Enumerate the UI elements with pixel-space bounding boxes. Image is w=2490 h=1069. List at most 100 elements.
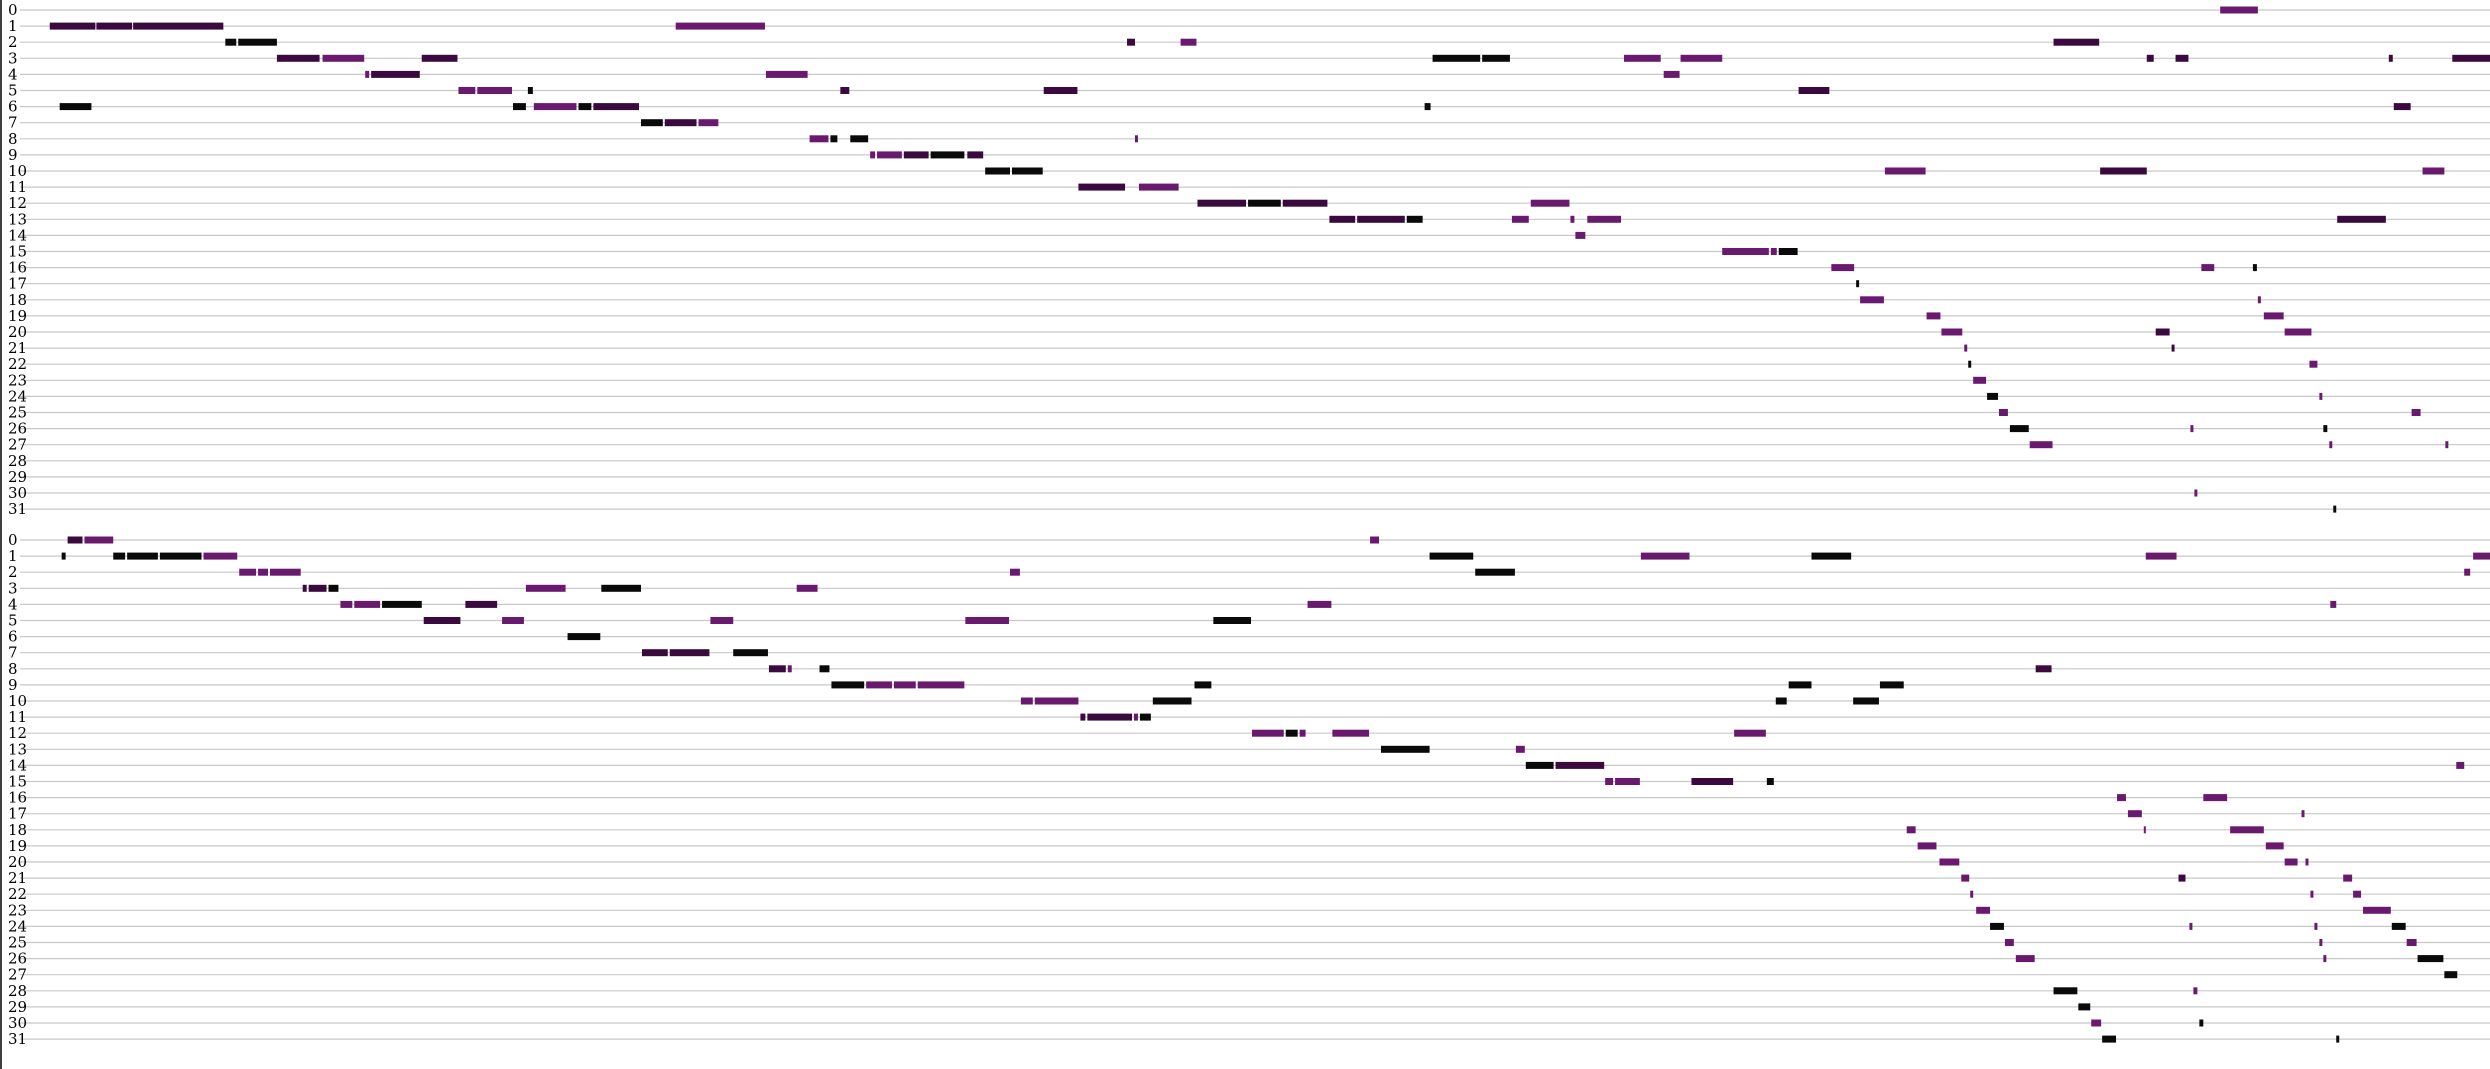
timeline-bar (258, 568, 268, 576)
timeline-bar (1252, 729, 1284, 737)
timeline-bar (967, 151, 984, 159)
timeline-bar (2220, 6, 2258, 14)
timeline-bar (2464, 568, 2471, 576)
timeline-bar (1811, 552, 1852, 560)
timeline-bar (533, 103, 577, 111)
timeline-bar (601, 584, 641, 592)
timeline-bar (1615, 778, 1640, 785)
timeline-bar (1080, 713, 1086, 721)
timeline-bar (2194, 489, 2198, 497)
timeline-bar (1663, 70, 1680, 78)
row-label: 11 (8, 178, 27, 196)
timeline-bar (1020, 697, 1033, 705)
row-label: 19 (8, 837, 27, 855)
timeline-bar (322, 54, 365, 62)
timeline-bar (831, 681, 865, 689)
row-label: 10 (8, 162, 27, 180)
timeline-panel-bottom: 0123456789101112131415161718192021222324… (8, 531, 2490, 1048)
timeline-bar (930, 151, 965, 159)
timeline-bar (2265, 842, 2284, 850)
timeline-bar (1511, 215, 1529, 223)
timeline-bar (2473, 552, 2490, 560)
timeline-bar (1990, 922, 2004, 930)
timeline-bar (866, 681, 892, 689)
timeline-bar (382, 600, 422, 608)
timeline-bar (1680, 54, 1723, 62)
timeline-bar (1906, 826, 1916, 834)
timeline-bar (893, 681, 916, 689)
timeline-bar (465, 600, 498, 608)
row-label: 27 (8, 966, 27, 984)
timeline-bar (2330, 600, 2337, 608)
timeline-bar (1605, 778, 1614, 785)
timeline-bar (1788, 681, 1812, 689)
timeline-bar (1213, 617, 1252, 624)
row-label: 15 (8, 243, 27, 261)
timeline-bar (2252, 264, 2257, 272)
timeline-bar (985, 167, 1010, 175)
row-label: 17 (8, 805, 27, 823)
timeline-bar (1860, 296, 1884, 304)
timeline-bar (640, 119, 663, 127)
timeline-bar (593, 103, 639, 111)
timeline-bar (2171, 344, 2175, 352)
timeline-bar (2117, 794, 2126, 802)
row-label: 13 (8, 740, 27, 758)
timeline-bar (2284, 328, 2312, 336)
timeline-bar (1640, 552, 1690, 560)
row-label: 1 (8, 17, 18, 35)
timeline-bar (809, 135, 829, 143)
row-label: 21 (8, 339, 27, 357)
timeline-bar (710, 617, 734, 624)
timeline-bar (2145, 552, 2177, 560)
timeline-bar (1917, 842, 1937, 850)
timeline-bar (2417, 955, 2444, 963)
timeline-bar (830, 135, 838, 143)
timeline-bar (1973, 376, 1987, 384)
timeline-bar (1299, 729, 1306, 737)
timeline-bar (2301, 810, 2305, 818)
timeline-bar (2078, 1003, 2091, 1011)
row-label: 3 (8, 579, 18, 597)
timeline-bar (2445, 441, 2449, 449)
row-label: 13 (8, 210, 27, 228)
timeline-bar (1939, 858, 1960, 866)
timeline-bar (2009, 425, 2029, 433)
timeline-bar (1043, 87, 1078, 94)
timeline-bar (328, 584, 339, 592)
timeline-bar (127, 552, 158, 560)
timeline-bar (1432, 54, 1481, 62)
timeline-bar (1968, 360, 1972, 368)
timeline-bar (2323, 425, 2328, 433)
row-label: 23 (8, 901, 27, 919)
row-label: 26 (8, 420, 27, 438)
row-label: 23 (8, 371, 27, 389)
timeline-bar (59, 103, 92, 111)
row-label: 1 (8, 547, 18, 565)
timeline-bar (1152, 697, 1192, 705)
timeline-bar (1370, 536, 1379, 544)
row-label: 30 (8, 484, 27, 502)
timeline-bar (1133, 713, 1138, 721)
timeline-bar (2309, 360, 2318, 368)
timeline-bar (796, 584, 818, 592)
timeline-bar (421, 54, 458, 62)
timeline-bar (2035, 665, 2052, 673)
timeline-bar (2178, 874, 2186, 882)
row-label: 6 (8, 98, 18, 116)
timeline-bar (2004, 939, 2014, 946)
timeline-bar (354, 600, 381, 608)
timeline-bar (768, 665, 786, 673)
timeline-bar (269, 568, 301, 576)
timeline-bar (1282, 199, 1328, 207)
row-label: 0 (8, 1, 18, 19)
row-label: 7 (8, 644, 18, 662)
timeline-bar (2411, 409, 2421, 416)
timeline-bar (1429, 552, 1474, 560)
timeline-bar (2353, 890, 2362, 898)
timeline-bar (2336, 1035, 2340, 1043)
timeline-bar (1009, 568, 1020, 576)
timeline-bar (2146, 54, 2154, 62)
timeline-bar (2333, 505, 2337, 513)
timeline-bar (2406, 939, 2417, 946)
